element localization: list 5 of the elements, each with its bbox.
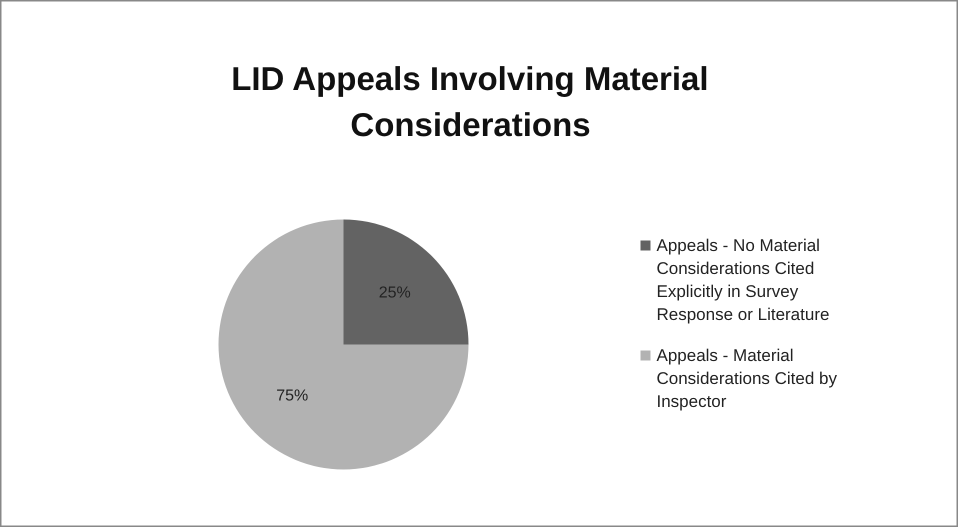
legend-label: Appeals - Material Considerations Cited by Inspector [656, 346, 838, 411]
chart-title: LID Appeals Involving Material Considerations [231, 60, 709, 143]
legend-label: Appeals - No Material Considerations Cited Explicitly in Survey Response or Literature [656, 236, 830, 324]
data-label: 25% [378, 284, 411, 302]
data-label: 75% [276, 387, 308, 404]
